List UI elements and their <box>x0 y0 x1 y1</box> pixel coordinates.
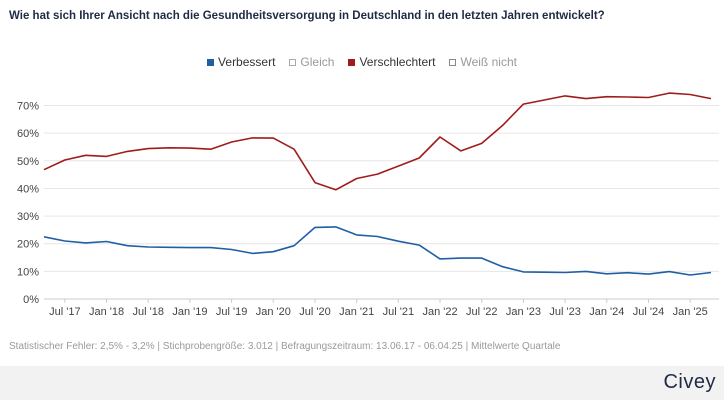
x-tick-label: Jan '23 <box>506 306 541 318</box>
y-tick-label: 10% <box>17 266 39 278</box>
series-line-verschlechtert <box>43 92 712 191</box>
legend-swatch-gleich <box>289 58 297 66</box>
legend-swatch-verschlechtert <box>348 58 356 66</box>
series-line-verbessert <box>43 226 712 276</box>
legend-item-gleich[interactable]: Gleich <box>289 55 334 69</box>
x-tick-label: Jul '24 <box>633 306 664 318</box>
footnote: Statistischer Fehler: 2,5% - 3,2% | Stic… <box>9 341 561 352</box>
legend-label-gleich: Gleich <box>300 55 335 69</box>
x-tick-label: Jul '21 <box>383 306 414 318</box>
legend-swatch-verbessert <box>207 58 215 66</box>
y-tick-label: 20% <box>17 239 39 251</box>
x-tick-label: Jul '20 <box>299 306 330 318</box>
x-tick-label: Jan '24 <box>589 306 624 318</box>
legend-item-weiss-nicht[interactable]: Weiß nicht <box>449 55 517 69</box>
y-tick-label: 60% <box>17 128 39 140</box>
x-tick-label: Jul '23 <box>549 306 580 318</box>
x-tick-label: Jan '18 <box>89 306 124 318</box>
x-tick-label: Jan '22 <box>422 306 457 318</box>
x-tick-label: Jan '21 <box>339 306 374 318</box>
legend-swatch-weiss-nicht <box>449 58 457 66</box>
x-tick-label: Jan '25 <box>673 306 708 318</box>
x-tick-label: Jul '18 <box>132 306 163 318</box>
legend-item-verbessert[interactable]: Verbessert <box>207 55 275 69</box>
civey-logo: Civey <box>663 371 716 393</box>
y-tick-label: 0% <box>23 294 39 306</box>
y-tick-label: 50% <box>17 156 39 168</box>
y-tick-label: 40% <box>17 183 39 195</box>
legend-label-verbessert: Verbessert <box>218 55 276 69</box>
chart-title: Wie hat sich Ihrer Ansicht nach die Gesu… <box>9 10 605 22</box>
line-chart: 0% 10% 20% 30% 40% 50% 60% 70% Jul '17 Jan '18 Jul… <box>17 92 719 318</box>
y-tick-label: 30% <box>17 211 39 223</box>
x-tick-label: Jul '22 <box>466 306 497 318</box>
legend-label-verschlechtert: Verschlechtert <box>359 55 436 69</box>
x-tick-label: Jan '20 <box>256 306 291 318</box>
legend-label-weiss-nicht: Weiß nicht <box>460 55 517 69</box>
x-tick-label: Jul '17 <box>49 306 80 318</box>
footer-bar: Civey <box>0 366 724 400</box>
legend-item-verschlechtert[interactable]: Verschlechtert <box>348 55 435 69</box>
y-tick-label: 70% <box>17 101 39 113</box>
x-tick-label: Jul '19 <box>216 306 247 318</box>
chart-legend: Verbessert Gleich Verschlechtert Weiß ni… <box>0 55 724 69</box>
x-tick-label: Jan '19 <box>172 306 207 318</box>
